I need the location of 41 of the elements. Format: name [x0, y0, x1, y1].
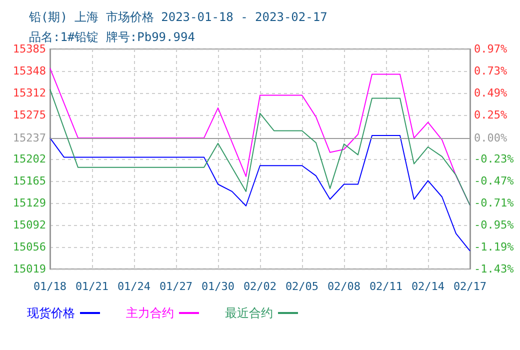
y2-tick-label: -1.43% — [474, 262, 514, 276]
y-tick-label: 15165 — [12, 174, 46, 188]
y-tick-label: 15202 — [12, 152, 46, 166]
y-tick-label: 15385 — [12, 42, 46, 56]
y-tick-label: 15019 — [12, 262, 46, 276]
y2-tick-label: -0.71% — [474, 196, 514, 210]
y-tick-label: 15312 — [12, 86, 46, 100]
x-tick-label: 02/08 — [327, 280, 361, 293]
x-tick-label: 01/24 — [117, 280, 151, 293]
legend-label: 主力合约 — [126, 306, 174, 320]
chart-subtitle: 品名:1#铅锭 牌号:Pb99.994 — [29, 30, 195, 44]
chart-title: 铅(期) 上海 市场价格 2023-01-18 - 2023-02-17 — [28, 10, 328, 24]
y-tick-label: 15056 — [12, 240, 46, 254]
x-tick-label: 02/02 — [243, 280, 277, 293]
y-tick-label: 15237 — [12, 131, 46, 144]
y2-tick-label: -0.95% — [474, 218, 514, 232]
x-tick-label: 02/14 — [411, 280, 445, 293]
y-tick-label: 15092 — [12, 218, 46, 232]
y2-tick-label: -0.47% — [474, 174, 514, 188]
y-tick-label: 15348 — [12, 64, 46, 78]
x-tick-label: 01/27 — [159, 280, 193, 293]
legend-label: 现货价格 — [27, 306, 75, 320]
x-tick-label: 02/11 — [369, 280, 403, 293]
x-tick-label: 02/17 — [453, 280, 487, 293]
x-tick-label: 02/05 — [285, 280, 319, 293]
legend-label: 最近合约 — [225, 306, 273, 320]
y2-tick-label: 0.73% — [474, 64, 508, 78]
y2-tick-label: -0.23% — [474, 152, 514, 166]
line-series — [50, 88, 470, 206]
y2-tick-label: 0.25% — [474, 108, 508, 122]
y-tick-label: 15275 — [12, 108, 46, 122]
y2-tick-label: 0.97% — [474, 42, 508, 56]
y-tick-label: 15129 — [12, 196, 46, 210]
y2-tick-label: 0.49% — [474, 86, 508, 100]
y2-tick-label: -1.19% — [474, 240, 514, 254]
x-tick-label: 01/30 — [201, 280, 235, 293]
x-tick-label: 01/18 — [33, 280, 67, 293]
y2-tick-label: 0.00% — [474, 131, 508, 144]
line-series — [50, 135, 470, 252]
x-tick-label: 01/21 — [75, 280, 109, 293]
line-series — [50, 68, 470, 206]
